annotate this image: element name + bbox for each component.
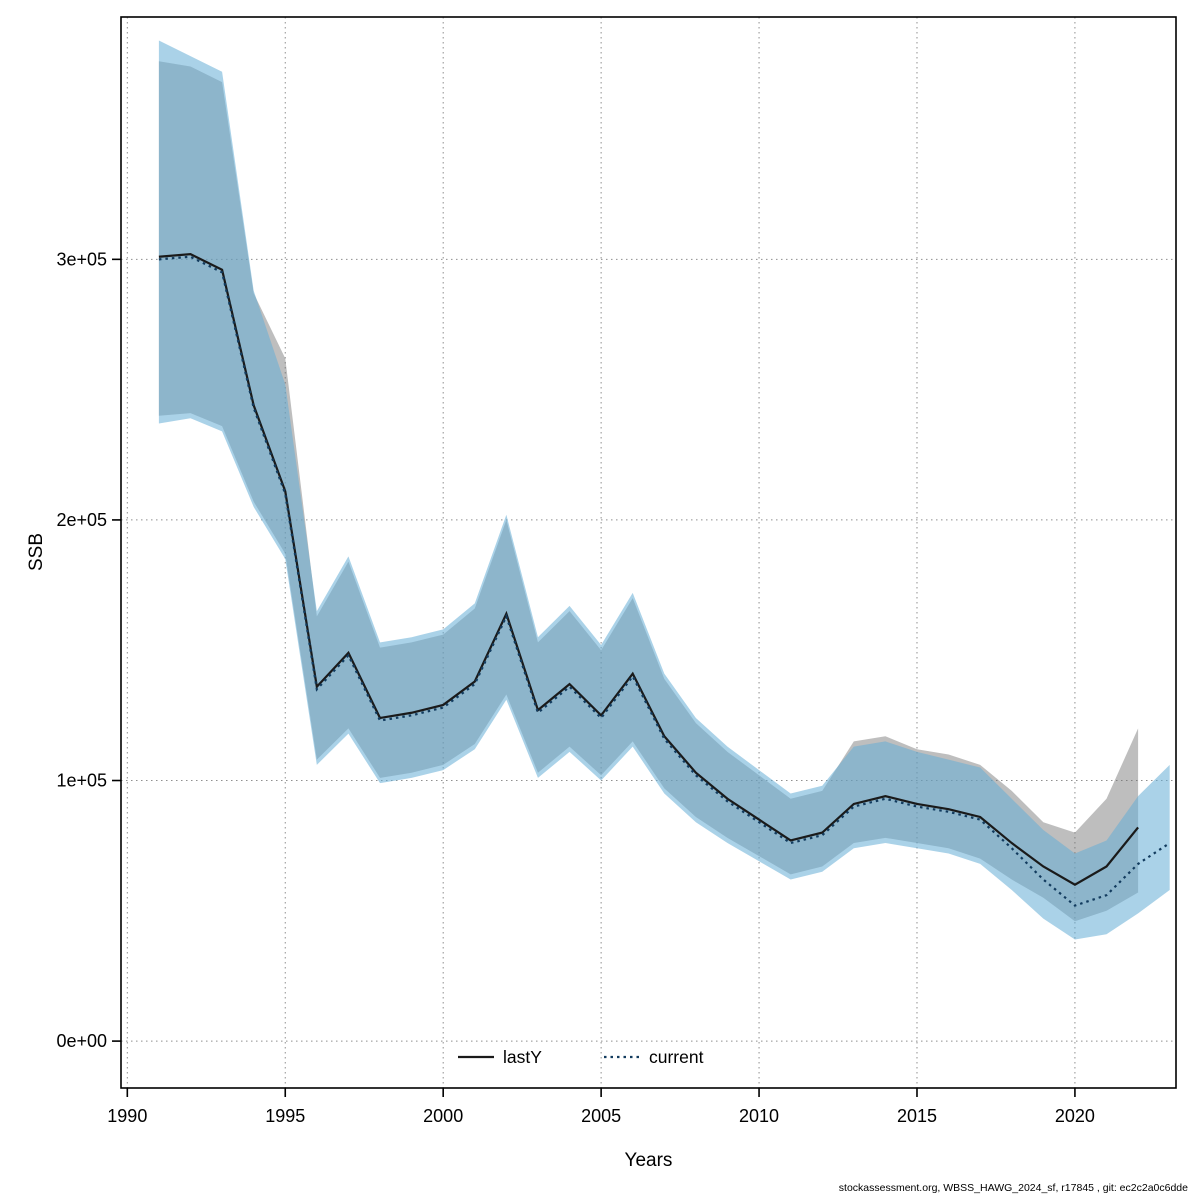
x-tick-label: 1990 [107, 1106, 147, 1126]
x-tick-label: 2020 [1055, 1106, 1095, 1126]
x-tick-label: 1995 [265, 1106, 305, 1126]
current-confidence-band [158, 40, 1170, 940]
legend-label-lastY: lastY [503, 1047, 542, 1067]
x-tick-label: 2010 [739, 1106, 779, 1126]
x-axis-title: Years [624, 1150, 673, 1171]
x-tick-label: 2015 [897, 1106, 937, 1126]
footer-citation: stockassessment.org, WBSS_HAWG_2024_sf, … [838, 1182, 1188, 1194]
y-tick-label: 1e+05 [56, 771, 107, 791]
legend-label-current: current [649, 1047, 704, 1067]
y-tick-label: 2e+05 [56, 510, 107, 530]
plot-border [120, 16, 1177, 1089]
x-tick-label: 2005 [581, 1106, 621, 1126]
y-tick-label: 0e+00 [56, 1031, 107, 1051]
y-tick-label: 3e+05 [56, 249, 107, 269]
x-tick-label: 2000 [423, 1106, 463, 1126]
lastY-line [158, 253, 1139, 887]
y-axis-title: SSB [26, 532, 47, 572]
